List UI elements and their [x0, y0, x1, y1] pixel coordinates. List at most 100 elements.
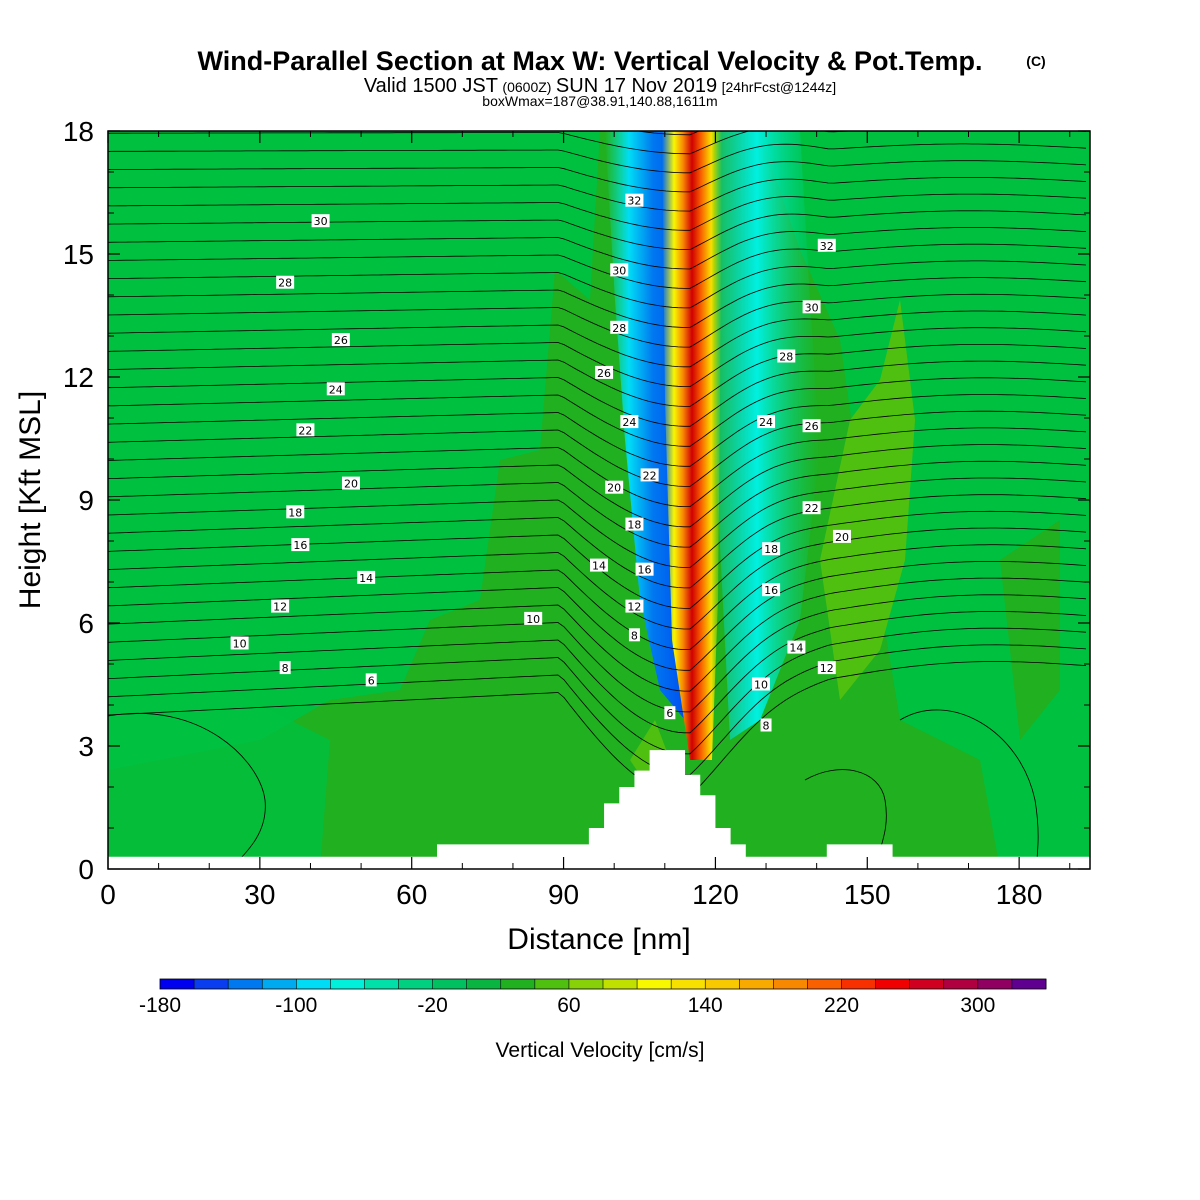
contour-label: 20 — [832, 529, 851, 544]
colorbar-swatch — [330, 979, 365, 989]
contour-label-text: 20 — [835, 531, 849, 544]
theta-contour — [108, 160, 1087, 193]
contour-label-text: 30 — [805, 301, 819, 314]
contour-label: 24 — [326, 382, 345, 396]
contour-label: 28 — [777, 349, 796, 364]
contour-label-text: 32 — [627, 195, 641, 208]
contour-label-box — [311, 214, 330, 228]
y-tick-label: 18 — [63, 116, 94, 147]
colorbar-swatch — [841, 979, 877, 989]
theta-contour — [108, 293, 1087, 348]
y-tick-label: 9 — [78, 485, 94, 516]
colorbar-swatch — [705, 979, 740, 989]
contour-label-text: 22 — [805, 502, 819, 515]
contour-label-box — [291, 538, 310, 552]
contour-label-text: 18 — [288, 506, 302, 519]
contour-label: 6 — [664, 706, 676, 720]
valid-prefix: Valid 1500 JST — [364, 75, 498, 97]
theta-contour — [108, 394, 1087, 467]
theta-contour — [108, 460, 1087, 548]
contour-label-text: 16 — [638, 564, 652, 577]
x-tick-label: 150 — [844, 879, 891, 910]
contour-label: 14 — [357, 570, 376, 585]
contour-labels: 30 28 26 24 22 20 18 16 14 12 10 8 6 10 32 30 28 26 24 22 20… — [230, 193, 851, 733]
contour-label-box — [751, 677, 770, 691]
colorbar-swatch — [160, 979, 195, 989]
theta-contour — [108, 444, 1087, 528]
theta-contour — [108, 477, 1087, 568]
contour-label-box — [640, 468, 659, 482]
contour-label-box — [625, 517, 644, 531]
contour-label-text: 12 — [627, 601, 641, 614]
contour-label-box — [610, 263, 629, 277]
contour-label-text: 10 — [233, 638, 247, 651]
contour-label-text: 20 — [344, 478, 358, 491]
contour-label-box — [762, 583, 781, 597]
contour-label: 12 — [817, 661, 836, 675]
theta-contour — [108, 410, 1087, 487]
theta-contour — [108, 611, 1087, 734]
contour-label-text: 12 — [820, 662, 834, 675]
theta-contour — [108, 494, 1087, 589]
contour-label-text: 22 — [298, 424, 312, 437]
theta-contour — [108, 193, 1087, 231]
contour-label: 24 — [757, 415, 776, 429]
colorbar-swatch — [500, 979, 536, 989]
colorbar-swatch — [909, 979, 945, 989]
y-tick-label: 0 — [78, 854, 94, 885]
contour-label-text: 8 — [631, 629, 638, 642]
contour-label: 28 — [276, 275, 295, 290]
x-tick-label: 90 — [548, 879, 579, 910]
theta-contour — [108, 644, 1087, 776]
contour-label-box — [296, 423, 315, 437]
colorbar-tick-label: 300 — [960, 994, 995, 1017]
contour-label-box — [286, 505, 305, 519]
contour-label-text: 16 — [764, 584, 778, 597]
lime-patch-right-2 — [1000, 520, 1060, 740]
colorbar-swatch — [296, 979, 331, 989]
theta-contour — [108, 176, 1087, 212]
contour-label: 26 — [595, 365, 614, 380]
colorbar-swatch — [671, 979, 706, 989]
colorbar-swatch — [262, 979, 297, 989]
contour-label-box — [625, 599, 644, 613]
x-tick-label: 0 — [100, 879, 116, 910]
contour-label-text: 24 — [329, 383, 343, 396]
contour-label: 18 — [286, 505, 305, 519]
contour-label: 30 — [311, 214, 330, 228]
contour-label-box — [605, 480, 624, 494]
contour-label-box — [757, 415, 776, 429]
contour-label: 18 — [762, 542, 781, 556]
contour-label-text: 20 — [607, 482, 621, 495]
contour-label-box — [279, 661, 291, 675]
contour-label: 22 — [296, 423, 315, 437]
colorbar-swatch — [943, 979, 979, 989]
contour-label-box — [664, 706, 676, 720]
colorbar-swatch — [875, 979, 911, 989]
contour-label-box — [802, 419, 821, 433]
y-tick-label: 12 — [63, 362, 94, 393]
valid-zulu: (0600Z) — [502, 79, 551, 95]
theta-contour-low-left — [108, 713, 266, 869]
theta-contour — [108, 131, 1087, 155]
theta-contour — [108, 360, 1087, 427]
colorbar-swatch — [739, 979, 774, 989]
contour-label: 22 — [802, 501, 821, 515]
contour-label-text: 8 — [763, 720, 770, 733]
theta-contour — [108, 260, 1087, 309]
contour-label: 10 — [230, 636, 249, 651]
theta-contour — [108, 343, 1087, 407]
contour-label-box — [802, 300, 821, 314]
contour-label-text: 30 — [612, 264, 626, 277]
contour-label-box — [341, 476, 360, 490]
contour-label: 26 — [331, 333, 350, 347]
contour-label: 30 — [802, 300, 821, 314]
contour-label-box — [625, 193, 644, 207]
contour-label-text: 8 — [282, 662, 289, 675]
theta-contour — [108, 143, 1087, 174]
theta-contour — [108, 227, 1087, 270]
contour-label: 26 — [802, 419, 821, 433]
colorbar-tick-label: 220 — [824, 994, 859, 1017]
contour-label: 20 — [605, 480, 624, 495]
y-axis-label: Height [Kft MSL] — [14, 391, 47, 609]
